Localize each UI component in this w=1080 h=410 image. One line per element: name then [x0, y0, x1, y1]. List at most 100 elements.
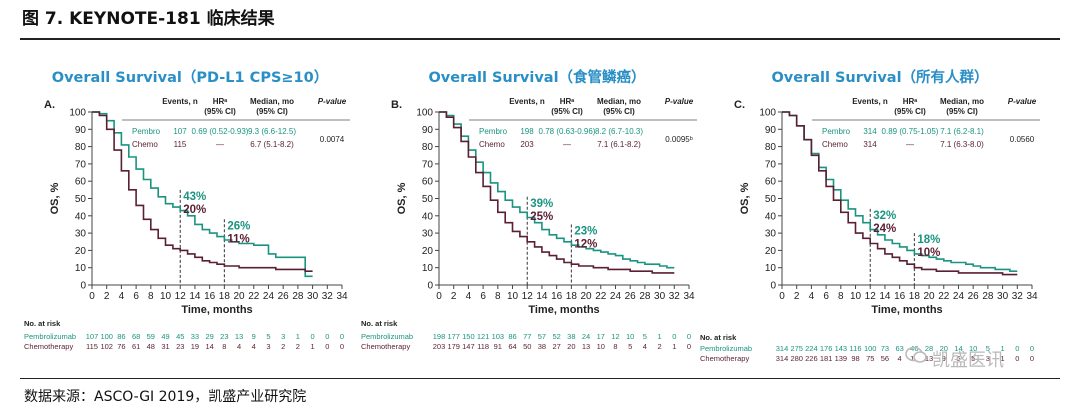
risk-value: 1: [296, 332, 300, 341]
y-tick-label: 80: [765, 142, 777, 153]
x-tick-label: 22: [595, 291, 607, 302]
km-chart-a: Overall Survival（PD-L1 CPS≥10）A.01020304…: [24, 68, 350, 351]
x-tick-label: 18: [219, 291, 231, 302]
risk-value: 3: [281, 332, 285, 341]
table-events-value: 115: [174, 140, 187, 149]
x-tick-label: 0: [779, 291, 785, 302]
x-tick-label: 0: [436, 291, 442, 302]
panel-letter: A.: [44, 99, 55, 111]
risk-value: 147: [462, 342, 475, 351]
x-tick-label: 28: [292, 291, 304, 302]
risk-value: 179: [447, 342, 460, 351]
watermark-logo-text: 凯盛医讯: [932, 350, 1004, 371]
y-tick-label: 50: [765, 194, 777, 205]
x-tick-label: 10: [160, 291, 172, 302]
table-pvalue: 0.0560: [1010, 135, 1035, 144]
risk-value: 76: [117, 342, 125, 351]
risk-value: 118: [477, 342, 489, 351]
x-tick-label: 20: [923, 291, 935, 302]
chemo-curve: [92, 111, 313, 272]
km-chart-c: Overall Survival（所有人群）C.0102030405060708…: [700, 68, 1040, 363]
risk-value: 24: [582, 332, 590, 341]
risk-value: 59: [147, 332, 155, 341]
risk-value: 28: [925, 344, 933, 353]
table-hr-value: 0.69 (0.52-0.93): [192, 127, 249, 136]
risk-value: 29: [205, 332, 213, 341]
y-tick-label: 50: [422, 194, 434, 205]
risk-value: 1: [1001, 344, 1005, 353]
risk-label-chemo: Chemotherapy: [361, 342, 410, 351]
y-tick-label: 0: [80, 281, 86, 292]
x-tick-label: 26: [968, 291, 980, 302]
risk-value: 0: [311, 332, 315, 341]
x-tick-label: 20: [580, 291, 592, 302]
x-tick-label: 14: [879, 291, 891, 302]
bottom-rule: [20, 378, 1060, 379]
x-tick-label: 2: [451, 291, 457, 302]
x-tick-label: 22: [248, 291, 260, 302]
risk-value: 56: [881, 354, 889, 363]
table-events-value: 198: [520, 127, 534, 136]
legend-chemo: Chemo: [479, 140, 505, 149]
risk-value: 5: [266, 332, 270, 341]
risk-value: 5: [628, 342, 632, 351]
risk-label-chemo: Chemotherapy: [700, 354, 749, 363]
pembro-curve: [92, 111, 313, 278]
table-header-hr-ci: (95% CI): [894, 107, 926, 116]
risk-value: 102: [100, 342, 113, 351]
table-header-pvalue: P-value: [1008, 97, 1037, 106]
y-tick-label: 40: [75, 211, 87, 222]
x-tick-label: 2: [794, 291, 800, 302]
risk-value: 203: [433, 342, 446, 351]
risk-value: 10: [626, 332, 634, 341]
y-tick-label: 100: [69, 108, 86, 119]
risk-value: 176: [820, 344, 833, 353]
table-header-events: Events, n: [852, 97, 888, 106]
y-tick-label: 10: [422, 263, 434, 274]
x-tick-label: 26: [625, 291, 637, 302]
risk-value: 121: [477, 332, 490, 341]
risk-value: 0: [687, 342, 691, 351]
table-header-median-ci: (95% CI): [256, 107, 288, 116]
table-header-median-ci: (95% CI): [603, 107, 635, 116]
risk-label-chemo: Chemotherapy: [24, 342, 73, 351]
x-tick-label: 20: [233, 291, 245, 302]
figure-title: 图 7. KEYNOTE-181 临床结果: [22, 9, 275, 29]
x-tick-label: 24: [263, 291, 275, 302]
landmark-pembro-label: 32%: [873, 210, 896, 222]
x-tick-label: 6: [480, 291, 486, 302]
y-tick-label: 50: [75, 194, 87, 205]
landmark-pembro-label: 23%: [574, 225, 597, 237]
table-header-hr: HRᵃ: [560, 97, 575, 106]
x-tick-label: 12: [865, 291, 877, 302]
km-chart-b: Overall Survival（食管鳞癌）B.0102030405060708…: [361, 68, 697, 351]
landmark-chemo-label: 12%: [574, 238, 597, 250]
x-tick-label: 10: [507, 291, 519, 302]
risk-value: 116: [850, 344, 862, 353]
risk-value: 9: [252, 332, 256, 341]
y-tick-label: 70: [75, 159, 87, 170]
risk-value: 3: [266, 342, 270, 351]
x-tick-label: 24: [953, 291, 965, 302]
x-tick-label: 32: [322, 291, 334, 302]
risk-value: 100: [100, 332, 113, 341]
table-header-hr: HRᵃ: [903, 97, 918, 106]
chart-title: Overall Survival（PD-L1 CPS≥10）: [52, 68, 328, 86]
landmark-chemo-label: 24%: [873, 223, 896, 235]
table-header-events: Events, n: [509, 97, 545, 106]
landmark-pembro-label: 39%: [530, 198, 553, 210]
risk-value: 314: [776, 354, 789, 363]
table-events-value: 314: [863, 127, 877, 136]
risk-value: 0: [1015, 354, 1019, 363]
table-pvalue: 0.0074: [320, 135, 345, 144]
risk-value: 5: [971, 354, 975, 363]
risk-value: 8: [613, 342, 617, 351]
risk-value: 98: [851, 354, 859, 363]
y-tick-label: 80: [422, 142, 434, 153]
y-tick-label: 10: [75, 263, 87, 274]
risk-value: 177: [447, 332, 460, 341]
table-median-value: 6.7 (5.1-8.2): [250, 140, 294, 149]
risk-value: 48: [147, 342, 155, 351]
x-tick-label: 18: [909, 291, 921, 302]
risk-value: 86: [117, 332, 125, 341]
